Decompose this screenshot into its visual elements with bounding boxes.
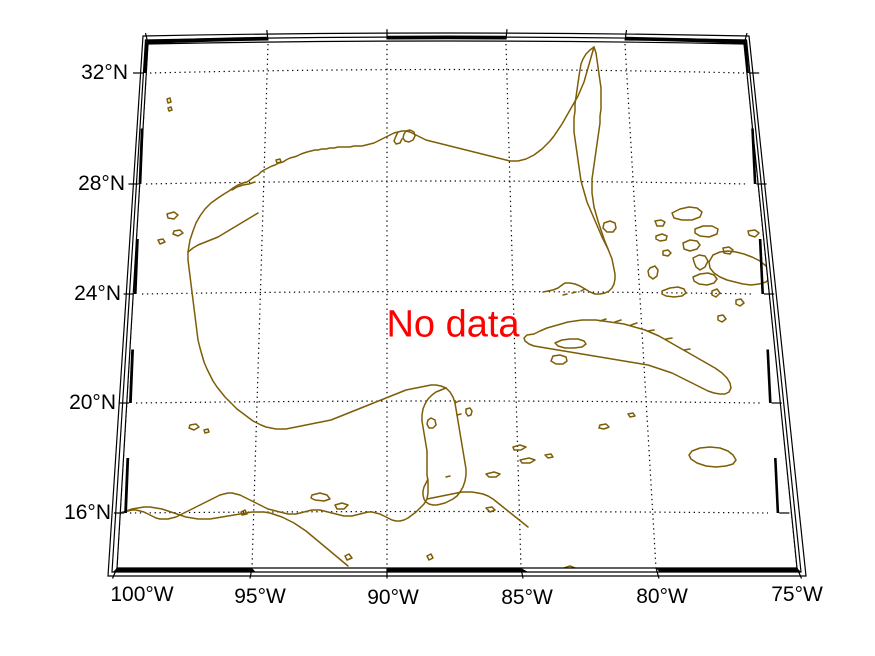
x-tick-label-95w: 95°W — [234, 585, 286, 608]
coastline-mississippi-delta — [402, 129, 416, 143]
coastline-small-isl-1 — [519, 457, 536, 464]
coastline-delta-spur — [393, 131, 403, 145]
frame-ticks-right — [744, 40, 780, 513]
coastline-yucatan-west — [421, 387, 447, 500]
coastline-andros — [647, 265, 659, 280]
y-tick-label-28n: 28°N — [78, 172, 125, 195]
coastline-isle-gulf-10 — [172, 229, 184, 237]
coastline-hispaniola-south — [692, 272, 718, 286]
coastline-bahamas-4 — [692, 254, 709, 271]
border-rio-grande — [187, 212, 259, 253]
coastline-isle-gulf-16 — [485, 506, 496, 513]
y-tick-label-24n: 24°N — [74, 282, 121, 305]
coastline-isla-cozumel — [465, 407, 473, 417]
tick-marks — [111, 29, 803, 579]
coastline-florida-west — [573, 46, 609, 250]
x-tick-label-85w: 85°W — [501, 586, 553, 609]
coastline-jamaica — [688, 446, 737, 468]
coastline-hispaniola — [708, 250, 771, 286]
coastline-isle-gulf-12 — [426, 553, 434, 561]
coastline-cuba — [523, 319, 732, 395]
no-data-message: No data — [386, 303, 520, 346]
graticule-grid — [117, 44, 797, 568]
coastline-bahamas-8 — [722, 246, 734, 255]
coastline-mexico-east — [187, 251, 447, 430]
coastline-central-america — [119, 492, 428, 522]
coastline-bahamas-5 — [655, 233, 668, 242]
coastline-cayman — [598, 423, 610, 430]
coastline-cuba-isla-juventud — [550, 354, 568, 365]
coastline-us-gulf — [187, 46, 595, 253]
y-tick-label-20n: 20°N — [69, 391, 116, 414]
coastline-bahamas-11 — [717, 314, 727, 323]
coastline-isle-gulf-1 — [275, 158, 282, 164]
coastline-bahamas-6 — [654, 219, 666, 227]
coastline-haiti-peninsula — [661, 286, 687, 298]
y-tick-label-32n: 32°N — [81, 61, 128, 84]
border-mexico-south — [119, 506, 349, 567]
x-tick-label-90w: 90°W — [367, 586, 419, 609]
coastline-isle-gulf-8 — [167, 106, 173, 112]
y-tick-label-16n: 16°N — [64, 501, 111, 524]
coastline-bahamas-7 — [662, 249, 672, 257]
coastline-bahamas-3 — [682, 239, 701, 252]
coastline-isle-gulf-2 — [203, 428, 210, 434]
coastline-bahamas-9 — [711, 288, 721, 298]
coastline-cayman-2 — [627, 412, 636, 418]
frame-ticks-bottom — [112, 568, 802, 573]
coastline-keys-dots — [562, 288, 586, 296]
coastline-yucatan — [422, 387, 467, 506]
x-tick-label-75w: 75°W — [771, 583, 823, 606]
coastline-texas-detail — [231, 181, 256, 191]
coastline-bahamas-2 — [694, 225, 719, 238]
coastline-florida-keys — [542, 284, 563, 293]
coastline-isle-gulf-9 — [166, 211, 179, 220]
coastline-layer — [119, 46, 797, 568]
coastline-cuba-inner-bay — [554, 338, 587, 349]
x-tick-label-80w: 80°W — [636, 585, 688, 608]
coastline-isle-gulf-14 — [563, 565, 576, 568]
coastline-isle-gulf-6 — [334, 502, 349, 510]
coastline-puerto-rico — [787, 259, 797, 270]
coastline-florida — [561, 46, 616, 295]
coastline-yucatan-inner — [426, 417, 437, 429]
coastline-bay-islands — [485, 471, 501, 478]
coastline-small-isl-2 — [544, 453, 554, 459]
coastline-bahamas-12 — [747, 229, 760, 238]
coastline-honduras-link — [426, 491, 479, 500]
coastline-bahamas-1 — [671, 206, 703, 221]
coastline-yucatan-spurs — [445, 400, 462, 478]
coastline-isle-gulf-15 — [512, 444, 527, 451]
coastline-isle-gulf-13 — [344, 553, 353, 561]
lake-okeechobee — [602, 220, 617, 233]
coastline-cuba-keys — [599, 318, 691, 351]
coastline-isle-gulf-5 — [310, 492, 331, 502]
coastline-honduras-east — [477, 492, 529, 528]
coastline-isle-gulf-7 — [166, 97, 172, 104]
coastline-isle-gulf-11 — [157, 238, 166, 245]
coastline-bahamas-10 — [735, 298, 745, 307]
x-tick-label-100w: 100°W — [110, 583, 174, 606]
frame-ticks-left — [124, 40, 148, 513]
coastline-isle-gulf-3 — [188, 423, 200, 431]
frame-ticks-top — [145, 35, 747, 44]
